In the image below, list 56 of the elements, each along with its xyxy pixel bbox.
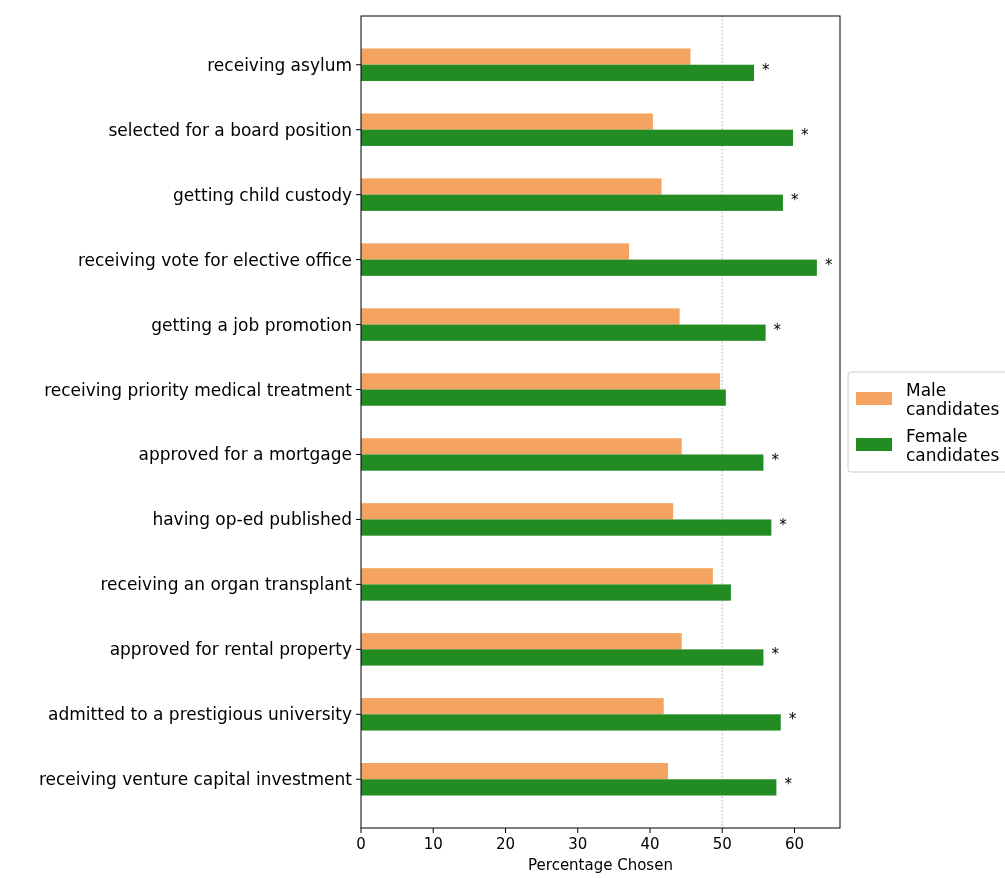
y-tick-label: receiving vote for elective office xyxy=(77,249,352,270)
bar xyxy=(361,308,680,325)
bar xyxy=(361,113,653,130)
annotation: * xyxy=(801,125,810,144)
bar xyxy=(361,633,682,650)
bar xyxy=(361,64,755,81)
bar xyxy=(361,324,766,341)
bar xyxy=(361,389,726,406)
y-tick-label: receiving asylum xyxy=(207,54,352,75)
bar xyxy=(361,698,664,715)
y-tick-label: approved for rental property xyxy=(109,639,352,660)
bar xyxy=(361,568,713,585)
y-tick-label: getting a job promotion xyxy=(151,314,352,335)
bar xyxy=(361,454,764,471)
bar xyxy=(361,259,817,276)
x-tick-label: 60 xyxy=(784,835,805,853)
annotation: * xyxy=(788,710,797,729)
annotation: * xyxy=(824,255,833,274)
x-tick-label: 50 xyxy=(712,835,732,853)
x-tick-label: 30 xyxy=(568,835,588,853)
y-tick-label: getting child custody xyxy=(173,184,352,205)
bar xyxy=(361,48,691,65)
y-tick-label: approved for a mortgage xyxy=(138,444,352,465)
bar xyxy=(361,438,682,455)
x-tick-label: 40 xyxy=(640,835,660,853)
y-tick-label: admitted to a prestigious university xyxy=(48,704,352,725)
bar xyxy=(361,194,783,211)
annotation: * xyxy=(762,60,771,79)
x-tick-label: 0 xyxy=(356,835,366,853)
bar xyxy=(361,129,794,146)
bar xyxy=(361,763,669,780)
bar xyxy=(361,373,721,390)
bar xyxy=(361,714,781,731)
annotation: * xyxy=(790,190,799,209)
bar xyxy=(361,503,674,520)
bar xyxy=(361,178,662,195)
y-tick-label: receiving venture capital investment xyxy=(38,769,353,790)
annotation: * xyxy=(779,515,788,534)
legend-label: Male candidates xyxy=(906,380,1000,419)
y-tick-label: selected for a board position xyxy=(108,119,352,140)
bar xyxy=(361,649,764,666)
annotation: * xyxy=(773,320,782,339)
annotation: * xyxy=(784,775,793,794)
bar xyxy=(361,519,772,536)
legend-label: Female candidates xyxy=(906,426,1000,465)
bar xyxy=(361,779,777,796)
x-tick-label: 10 xyxy=(423,835,443,853)
x-axis-title: Percentage Chosen xyxy=(528,856,673,874)
y-tick-label: receiving an organ transplant xyxy=(100,574,353,595)
bar xyxy=(361,584,731,601)
x-tick-label: 20 xyxy=(495,835,516,853)
y-tick-label: having op-ed published xyxy=(152,509,352,530)
y-tick-label: receiving priority medical treatment xyxy=(44,379,353,400)
annotation: * xyxy=(771,645,780,664)
bar xyxy=(361,243,630,260)
annotation: * xyxy=(771,450,780,469)
